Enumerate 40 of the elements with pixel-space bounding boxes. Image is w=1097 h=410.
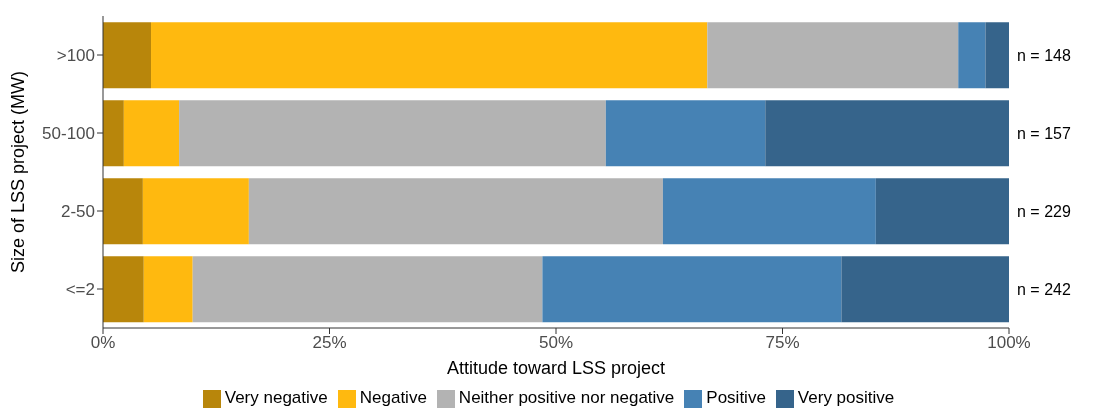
bar [151,22,708,89]
y-tick-label: <=2 [65,280,95,300]
legend-label: Very positive [797,388,895,407]
x-axis-title: Attitude toward LSS project [446,358,666,378]
bar [248,178,663,245]
text: n = 242 [1017,280,1071,298]
legend-label: Very negative [224,388,328,407]
bar [192,256,543,323]
x-tick-label: 50% [538,333,574,353]
bar [143,256,193,323]
bar [707,22,959,89]
x-tick-label: 100% [987,333,1031,353]
legend-label: Negative [359,388,427,407]
bar [542,256,842,323]
legend-label: Neither positive nor negative [458,388,675,407]
legend-label: Positive [706,388,766,407]
bar [142,178,249,245]
bar [662,178,876,245]
bar [179,100,606,167]
bar [985,22,1009,89]
bar [103,256,144,323]
x-tick-label: 25% [312,333,347,353]
bar [958,22,986,89]
bar [875,178,1009,245]
bar [123,100,180,167]
y-tick-label: >100 [56,46,95,66]
text: n = 157 [1017,124,1071,142]
y-tick-label: 50-100 [42,124,95,144]
y-axis-title: Size of LSS project (MW) [8,70,29,274]
text: n = 229 [1017,202,1071,220]
x-tick-label: 0% [90,333,116,353]
bar [605,100,766,167]
text: n = 148 [1017,46,1071,64]
bar [841,256,1009,323]
x-tick-label: 75% [765,333,800,353]
y-tick-label: 2-50 [60,202,95,222]
bar [103,100,124,167]
bar [103,178,143,245]
bar [765,100,1009,167]
bar [103,22,152,89]
